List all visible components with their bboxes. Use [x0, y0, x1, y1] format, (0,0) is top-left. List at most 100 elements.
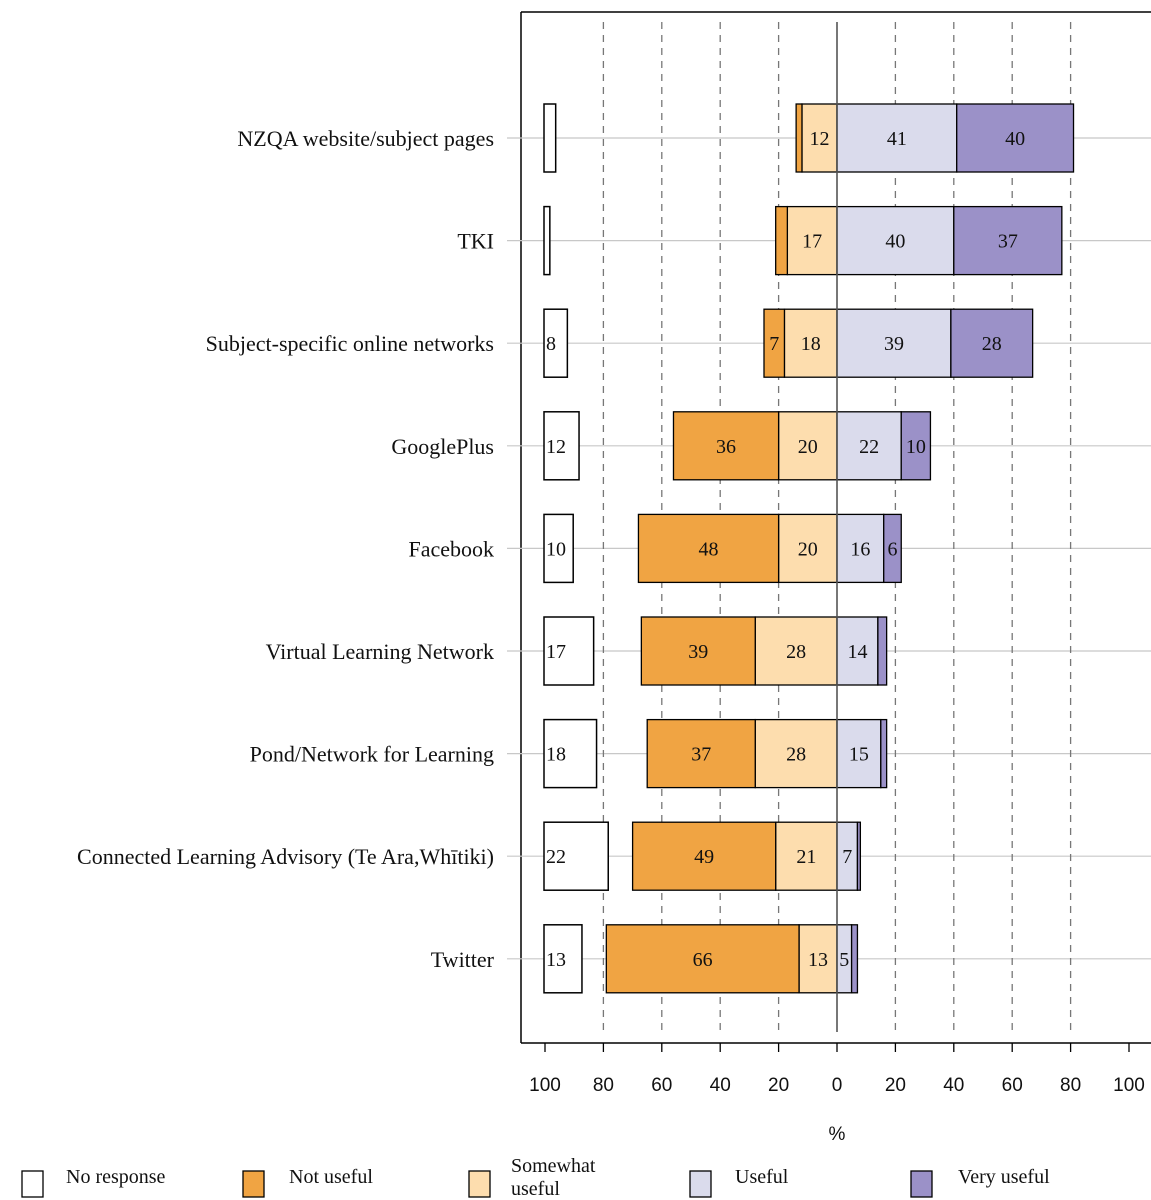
bar-segment-somewhat-useful	[754, 616, 838, 686]
data-label: 39	[884, 333, 904, 355]
bar-segment-not-useful	[775, 205, 789, 276]
category-label: TKI	[457, 229, 494, 254]
data-label: 13	[808, 949, 828, 971]
bar-segment-not-useful	[631, 821, 777, 891]
bar-segment-not-useful	[672, 411, 780, 481]
bar-segment-somewhat-useful	[775, 821, 838, 891]
legend-swatch	[689, 1170, 712, 1198]
x-tick-label: 80	[593, 1075, 614, 1096]
bar-segment-not-useful	[605, 924, 800, 994]
bar-segment-very-useful	[883, 513, 902, 584]
no-response-label: 12	[546, 436, 566, 458]
legend-label: No response	[66, 1166, 166, 1188]
x-tick-label: 80	[1060, 1075, 1081, 1096]
category-label: Virtual Learning Network	[266, 639, 494, 664]
x-tick-label: 40	[943, 1075, 964, 1096]
data-label: 28	[786, 641, 806, 663]
category-label: Connected Learning Advisory (Te Ara,Whīt…	[77, 844, 494, 869]
data-label: 40	[1005, 128, 1025, 150]
no-response-bar	[543, 411, 580, 481]
bar-segment-useful	[836, 205, 955, 276]
no-response-bar	[543, 821, 609, 891]
data-label: 48	[699, 538, 719, 560]
no-response-bar	[543, 308, 569, 378]
bar-segment-very-useful	[877, 616, 888, 686]
bar-segment-somewhat-useful	[783, 308, 838, 378]
bar-segment-not-useful	[646, 718, 756, 789]
bar-segment-somewhat-useful	[786, 205, 838, 276]
bar-segment-very-useful	[856, 821, 862, 891]
x-tick-label: 60	[651, 1075, 672, 1096]
x-axis-title: %	[829, 1124, 846, 1145]
legend-label: Not useful	[289, 1166, 373, 1188]
data-label: 5	[839, 949, 849, 971]
no-response-bar	[543, 924, 583, 994]
bar-segment-very-useful	[956, 103, 1075, 173]
data-label: 66	[693, 949, 713, 971]
data-label: 18	[801, 333, 821, 355]
bar-segment-not-useful	[637, 513, 780, 584]
data-label: 37	[691, 744, 711, 766]
data-label: 10	[906, 436, 926, 458]
x-tick-label: 20	[885, 1075, 906, 1096]
no-response-label: 10	[546, 538, 566, 560]
category-label: Twitter	[431, 947, 495, 972]
bar-segment-somewhat-useful	[798, 924, 838, 994]
bar-segment-useful	[836, 411, 902, 481]
bar-segment-very-useful	[900, 411, 932, 481]
no-response-bar	[543, 205, 551, 276]
data-label: 37	[998, 231, 1018, 253]
data-label: 7	[842, 846, 852, 868]
legend-label: useful	[511, 1178, 560, 1200]
x-tick-label: 100	[1113, 1075, 1145, 1096]
data-label: 49	[694, 846, 714, 868]
legend-label: Useful	[735, 1166, 789, 1188]
bar-segment-not-useful	[795, 103, 803, 173]
data-label: 17	[802, 231, 822, 253]
data-label: 22	[859, 436, 879, 458]
bar-segment-very-useful	[953, 205, 1063, 276]
data-label: 12	[809, 128, 829, 150]
x-tick-label: 0	[832, 1075, 843, 1096]
x-tick-label: 40	[710, 1075, 731, 1096]
data-label: 28	[786, 744, 806, 766]
data-label: 20	[798, 538, 818, 560]
legend-swatch	[910, 1170, 933, 1198]
legend-swatch	[468, 1170, 491, 1198]
legend-swatch	[242, 1170, 265, 1198]
bar-segment-very-useful	[950, 308, 1034, 378]
no-response-label: 13	[546, 949, 566, 971]
x-tick-label: 20	[768, 1075, 789, 1096]
bar-segment-somewhat-useful	[754, 718, 838, 789]
data-label: 16	[850, 538, 870, 560]
data-label: 7	[769, 333, 779, 355]
data-label: 21	[796, 846, 816, 868]
no-response-bar	[543, 513, 574, 584]
bar-segment-not-useful	[640, 616, 756, 686]
data-label: 15	[849, 744, 869, 766]
bar-segment-somewhat-useful	[801, 103, 838, 173]
legend-label: Very useful	[958, 1166, 1050, 1188]
category-label: Facebook	[408, 536, 494, 561]
bar-segment-useful	[836, 308, 952, 378]
data-label: 40	[885, 231, 905, 253]
legend-swatch	[21, 1170, 44, 1198]
category-label: NZQA website/subject pages	[237, 126, 494, 151]
category-label: Pond/Network for Learning	[250, 742, 494, 767]
no-response-label: 8	[546, 333, 556, 355]
x-tick-label: 60	[1002, 1075, 1023, 1096]
bar-segment-very-useful	[850, 924, 859, 994]
no-response-bar	[543, 718, 598, 789]
category-label: Subject-specific online networks	[206, 331, 494, 356]
bar-segment-useful	[836, 103, 958, 173]
no-response-label: 18	[546, 744, 566, 766]
bar-segment-somewhat-useful	[777, 513, 838, 584]
category-label: GooglePlus	[391, 434, 494, 459]
data-label: 41	[887, 128, 907, 150]
data-label: 20	[798, 436, 818, 458]
data-label: 6	[887, 538, 897, 560]
no-response-bar	[543, 616, 595, 686]
no-response-label: 17	[546, 641, 566, 663]
x-tick-label: 100	[529, 1075, 561, 1096]
